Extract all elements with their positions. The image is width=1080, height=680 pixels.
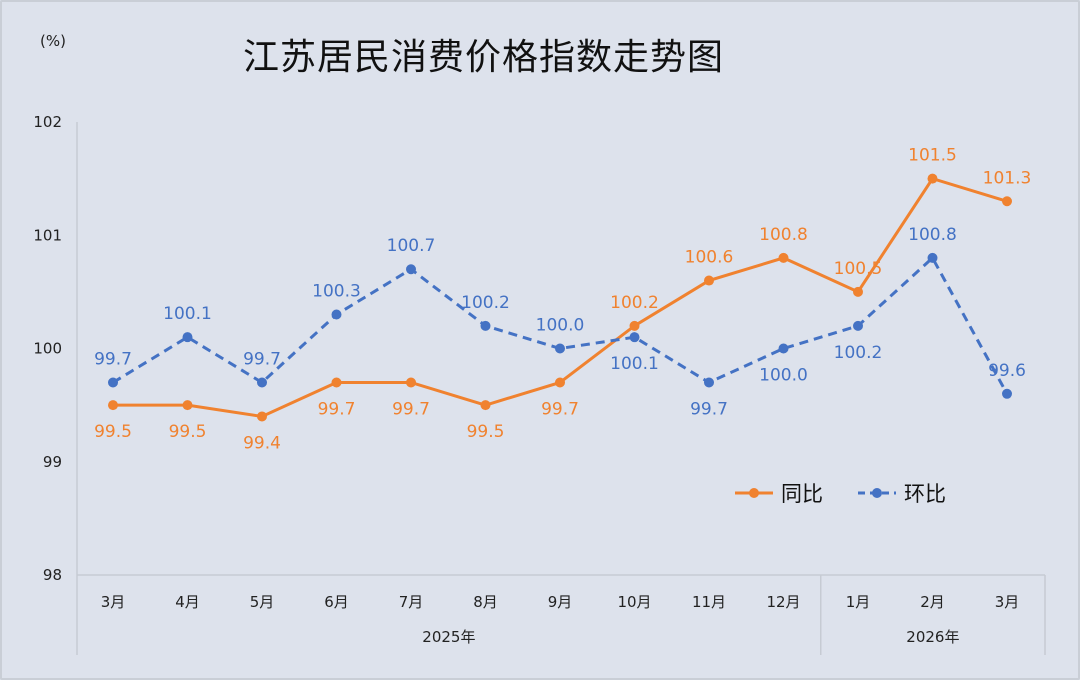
mom-point xyxy=(480,320,491,331)
yoy-legend-marker xyxy=(749,488,759,498)
mom-data-label: 99.7 xyxy=(243,349,281,369)
yoy-data-label: 99.5 xyxy=(169,422,207,442)
mom-legend-label: 环比 xyxy=(904,482,946,506)
mom-point xyxy=(257,377,267,388)
mom-data-label: 100.7 xyxy=(387,236,436,256)
yoy-data-label: 100.6 xyxy=(685,248,734,268)
x-tick-label: 6月 xyxy=(324,593,349,611)
yoy-point xyxy=(853,286,863,297)
mom-point xyxy=(927,252,938,263)
yoy-point xyxy=(182,400,193,411)
year-label: 2026年 xyxy=(906,628,959,646)
mom-data-label: 100.0 xyxy=(536,316,585,336)
x-tick-label: 3月 xyxy=(995,593,1020,611)
mom-point xyxy=(778,343,789,354)
mom-data-label: 100.3 xyxy=(312,282,361,302)
yoy-data-label: 99.5 xyxy=(467,422,505,442)
yoy-data-label: 101.3 xyxy=(983,168,1032,188)
x-tick-label: 8月 xyxy=(473,593,498,611)
mom-data-label: 99.6 xyxy=(988,361,1026,381)
y-tick-label: 100 xyxy=(33,340,62,358)
yoy-point xyxy=(778,252,789,263)
x-tick-label: 11月 xyxy=(692,593,726,611)
yoy-point xyxy=(1002,196,1012,207)
mom-legend-marker xyxy=(872,488,882,498)
mom-data-label: 99.7 xyxy=(690,399,728,419)
chart-title: 江苏居民消费价格指数走势图 xyxy=(243,37,725,78)
x-tick-label: 12月 xyxy=(766,593,800,611)
x-tick-label: 5月 xyxy=(250,593,275,611)
mom-point xyxy=(629,332,640,343)
mom-data-label: 100.2 xyxy=(834,343,883,363)
y-tick-label: 98 xyxy=(43,566,62,584)
y-tick-label: 102 xyxy=(33,113,62,131)
mom-data-label: 100.8 xyxy=(908,225,957,245)
x-tick-label: 2月 xyxy=(920,593,945,611)
yoy-data-label: 99.7 xyxy=(392,399,430,419)
yoy-data-label: 99.7 xyxy=(318,399,356,419)
yoy-data-label: 100.8 xyxy=(759,225,808,245)
yoy-point xyxy=(927,173,938,184)
yoy-point xyxy=(406,377,416,388)
yoy-data-label: 99.5 xyxy=(94,422,132,442)
x-tick-label: 9月 xyxy=(548,593,573,611)
yoy-point xyxy=(331,377,342,388)
yoy-legend-label: 同比 xyxy=(781,482,823,506)
mom-point xyxy=(1002,388,1012,399)
y-tick-label: 99 xyxy=(43,453,62,471)
yoy-data-label: 100.2 xyxy=(610,293,659,313)
mom-data-label: 100.1 xyxy=(163,304,212,324)
yoy-data-label: 101.5 xyxy=(908,146,957,166)
mom-point xyxy=(853,320,863,331)
mom-data-label: 100.2 xyxy=(461,293,510,313)
mom-point xyxy=(406,264,416,275)
yoy-point xyxy=(108,400,118,411)
yoy-data-label: 99.7 xyxy=(541,399,579,419)
mom-data-label: 100.1 xyxy=(610,354,659,374)
x-tick-label: 4月 xyxy=(175,593,200,611)
yoy-point xyxy=(555,377,565,388)
yoy-point xyxy=(480,400,491,411)
mom-point xyxy=(182,332,193,343)
mom-point xyxy=(555,343,565,354)
yoy-point xyxy=(704,275,714,286)
mom-point xyxy=(108,377,118,388)
mom-data-label: 100.0 xyxy=(759,366,808,386)
yoy-data-label: 100.5 xyxy=(834,259,883,279)
x-tick-label: 3月 xyxy=(101,593,126,611)
y-tick-label: 101 xyxy=(33,226,62,244)
mom-point xyxy=(704,377,714,388)
mom-data-label: 99.7 xyxy=(94,349,132,369)
mom-point xyxy=(331,309,342,320)
x-tick-label: 1月 xyxy=(846,593,871,611)
yoy-point xyxy=(257,411,267,422)
yoy-data-label: 99.4 xyxy=(243,433,281,453)
x-tick-label: 7月 xyxy=(399,593,424,611)
year-label: 2025年 xyxy=(422,628,475,646)
x-tick-label: 10月 xyxy=(617,593,651,611)
yoy-point xyxy=(629,320,640,331)
y-axis-unit: (%) xyxy=(40,32,66,50)
